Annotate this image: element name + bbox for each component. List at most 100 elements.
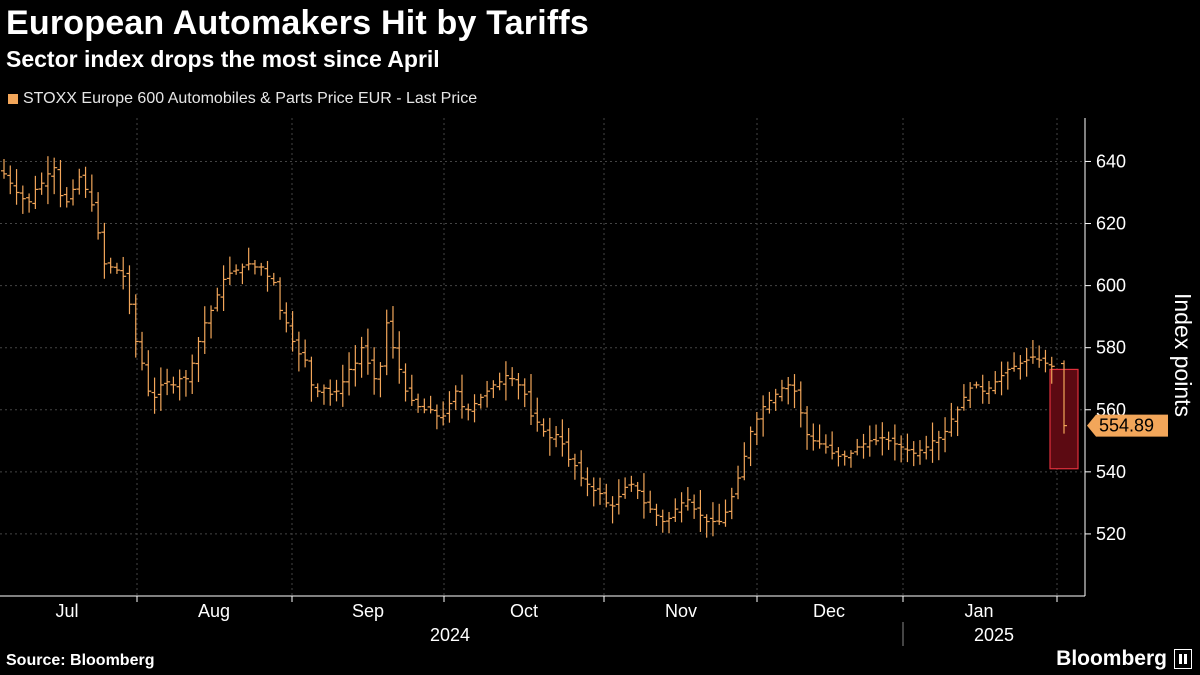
- ohlc-bar: [597, 477, 604, 505]
- ohlc-bar: [471, 394, 478, 423]
- ohlc-bar: [490, 380, 497, 399]
- y-tick-label: 540: [1096, 462, 1126, 482]
- year-label: 2025: [974, 625, 1014, 645]
- ohlc-bar: [164, 368, 171, 396]
- ohlc-bar: [364, 328, 371, 375]
- ohlc-bar: [88, 174, 95, 212]
- ohlc-bar: [534, 397, 541, 432]
- ohlc-bar: [703, 514, 710, 538]
- ohlc-bar: [220, 265, 227, 311]
- ohlc-bar: [13, 169, 20, 205]
- ohlc-bar: [985, 381, 992, 404]
- legend: STOXX Europe 600 Automobiles & Parts Pri…: [8, 90, 477, 108]
- ohlc-bar: [822, 434, 829, 454]
- ohlc-bar: [446, 391, 453, 423]
- ohlc-bar: [465, 403, 472, 421]
- last-price-tag: [1087, 414, 1168, 437]
- ohlc-bar: [634, 481, 641, 500]
- ohlc-bar: [816, 424, 823, 449]
- ohlc-bar: [477, 393, 484, 409]
- y-tick-label: 580: [1096, 338, 1126, 358]
- ohlc-bar: [239, 263, 246, 285]
- ohlc-bar: [57, 159, 64, 208]
- ohlc-bar: [804, 406, 811, 450]
- ohlc-bar: [891, 424, 898, 461]
- ohlc-bars: [1, 156, 1067, 538]
- ohlc-bar: [860, 433, 867, 459]
- gridlines: [0, 118, 1091, 646]
- y-tick-label: 620: [1096, 214, 1126, 234]
- ohlc-bar: [766, 391, 773, 414]
- ohlc-bar: [873, 424, 880, 446]
- ohlc-bar: [735, 465, 742, 500]
- ohlc-bar: [546, 417, 553, 456]
- ohlc-bar: [76, 168, 83, 195]
- ohlc-bar: [923, 435, 930, 460]
- ohlc-bar: [973, 381, 980, 389]
- ohlc-bar: [709, 502, 716, 537]
- ohlc-bar: [208, 305, 215, 339]
- ohlc-bar: [327, 379, 334, 406]
- ohlc-bar: [245, 247, 252, 271]
- ohlc-bar: [753, 411, 760, 446]
- ohlc-bar: [157, 367, 164, 411]
- ohlc-bar: [528, 374, 534, 426]
- x-tick-label: Oct: [510, 601, 538, 621]
- ohlc-bar: [954, 406, 961, 437]
- ohlc-bar: [389, 306, 396, 359]
- ohlc-bar: [948, 402, 955, 437]
- ohlc-bar: [628, 475, 635, 492]
- x-tick-label: Jan: [964, 601, 993, 621]
- x-axis-tick-labels: Jul Aug Sep Oct Nov Dec Jan 2024 2025: [55, 601, 1014, 645]
- ohlc-bar: [540, 418, 547, 437]
- ohlc-bar: [910, 441, 917, 467]
- ohlc-bar: [760, 395, 767, 437]
- ohlc-bar: [107, 257, 114, 274]
- ohlc-bar: [916, 440, 923, 465]
- ohlc-bar: [377, 362, 384, 398]
- ohlc-bar: [302, 339, 309, 368]
- ohlc-bar: [19, 185, 26, 214]
- source-note: Source: Bloomberg: [6, 652, 155, 669]
- ohlc-bar: [214, 287, 221, 312]
- ohlc-bar: [113, 262, 120, 274]
- ohlc-bar: [515, 372, 522, 400]
- ohlc-bar: [728, 487, 735, 520]
- ohlc-bar: [264, 260, 271, 292]
- ohlc-bar: [615, 479, 622, 515]
- ohlc-bar: [571, 453, 578, 480]
- ohlc-bar: [935, 430, 942, 461]
- ohlc-bar: [1061, 360, 1067, 434]
- ohlc-bar: [835, 447, 842, 467]
- legend-label: STOXX Europe 600 Automobiles & Parts Pri…: [23, 90, 478, 107]
- ohlc-bar: [942, 417, 949, 453]
- ohlc-bar: [509, 367, 516, 387]
- ohlc-bar: [647, 490, 654, 514]
- last-price-label: 554.89: [1099, 416, 1154, 436]
- ohlc-bar: [333, 379, 340, 402]
- legend-swatch: [8, 94, 18, 104]
- ohlc-bar: [603, 483, 610, 508]
- ohlc-bar: [251, 260, 258, 275]
- ohlc-bar: [201, 306, 208, 354]
- ohlc-bar: [1042, 349, 1049, 373]
- x-tick-label: Jul: [55, 601, 78, 621]
- ohlc-bar: [1036, 345, 1043, 368]
- y-tick-label: 640: [1096, 151, 1126, 171]
- ohlc-bar: [841, 450, 848, 466]
- bloomberg-logo: Bloomberg: [1056, 647, 1192, 671]
- y-axis-label: Index points: [1170, 293, 1196, 417]
- ohlc-bar: [320, 384, 327, 405]
- ohlc-bar: [145, 350, 152, 397]
- ohlc-bar: [697, 490, 704, 532]
- ohlc-bar: [772, 388, 779, 411]
- ohlc-bar: [979, 374, 986, 404]
- x-tick-label: Dec: [813, 601, 845, 621]
- x-tick-label: Sep: [352, 601, 384, 621]
- ohlc-bar: [672, 498, 679, 522]
- ohlc-bar: [7, 165, 14, 195]
- year-label: 2024: [430, 625, 470, 645]
- ohlc-bar: [44, 156, 51, 205]
